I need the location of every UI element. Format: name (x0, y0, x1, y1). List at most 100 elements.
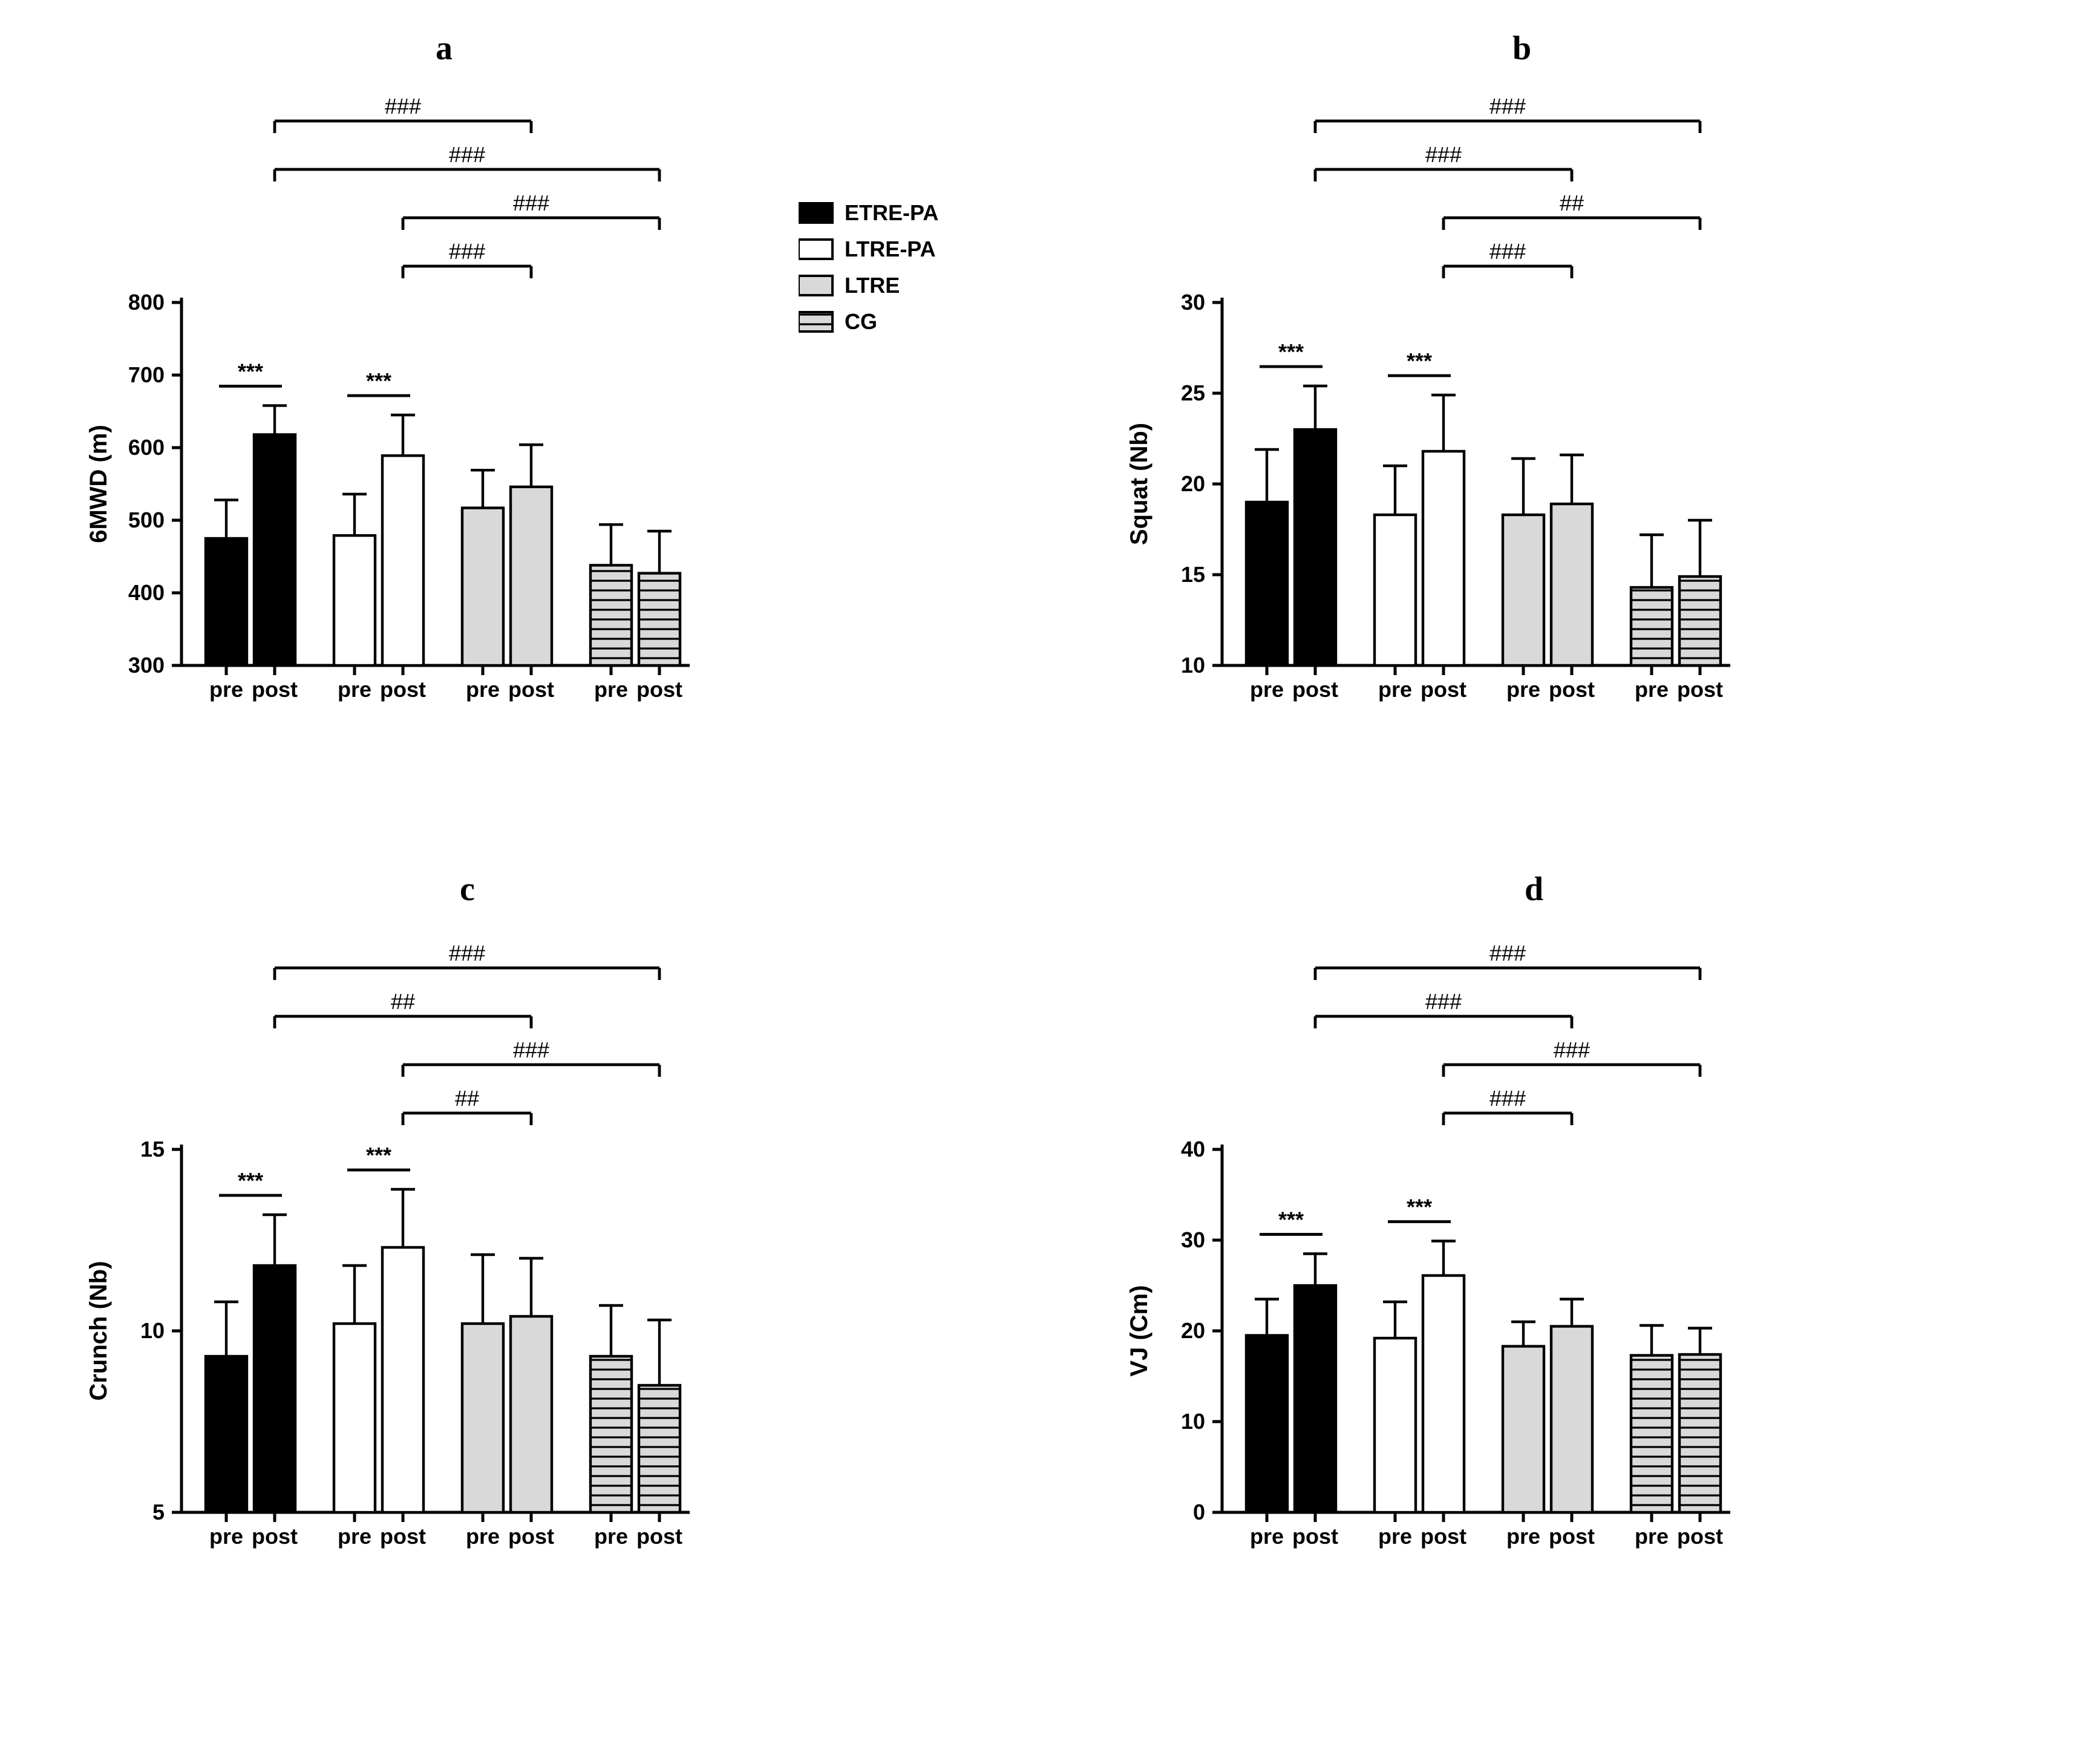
svg-text:pre: pre (1635, 1524, 1669, 1549)
svg-text:post: post (1421, 677, 1466, 702)
svg-text:pre: pre (338, 677, 371, 702)
svg-text:post: post (1292, 677, 1338, 702)
svg-text:post: post (1549, 1524, 1595, 1549)
svg-text:500: 500 (128, 508, 165, 532)
svg-text:pre: pre (594, 1524, 628, 1549)
svg-text:15: 15 (140, 1137, 165, 1161)
svg-text:pre: pre (1506, 1524, 1540, 1549)
svg-text:5: 5 (152, 1500, 165, 1524)
svg-text:10: 10 (1181, 1409, 1205, 1434)
svg-text:post: post (1677, 677, 1723, 702)
svg-text:300: 300 (128, 653, 165, 678)
svg-text:700: 700 (128, 362, 165, 387)
svg-text:pre: pre (1250, 677, 1284, 702)
svg-text:pre: pre (466, 1524, 500, 1549)
bar-CG-post (1679, 1354, 1721, 1512)
svg-text:###: ### (1489, 1086, 1526, 1111)
legend-swatch-LTRE (799, 276, 832, 295)
svg-text:600: 600 (128, 435, 165, 460)
svg-text:pre: pre (1250, 1524, 1284, 1549)
bar-ETRE-PA-pre (1246, 502, 1287, 665)
svg-text:###: ### (1425, 142, 1462, 167)
bar-LTRE-post (1551, 504, 1592, 665)
bar-ETRE-PA-pre (206, 538, 247, 665)
svg-text:***: *** (238, 359, 263, 384)
svg-text:pre: pre (1378, 677, 1412, 702)
bar-LTRE-PA-pre (334, 535, 375, 665)
legend-svg: ETRE-PALTRE-PALTRECG (799, 194, 1041, 351)
svg-text:pre: pre (1506, 677, 1540, 702)
chart-panel-d: 010203040VJ (Cm)prepostprepostprepostpre… (1125, 920, 1754, 1574)
svg-text:post: post (380, 1524, 426, 1549)
svg-text:40: 40 (1181, 1137, 1205, 1161)
svg-text:***: *** (238, 1168, 263, 1193)
chart-panel-a: 3004005006007008006MWD (m)prepostprepost… (85, 73, 714, 727)
svg-text:###: ### (513, 1037, 549, 1062)
svg-text:0: 0 (1193, 1500, 1205, 1524)
svg-text:***: *** (1407, 1195, 1432, 1220)
bar-LTRE-PA-pre (1375, 515, 1416, 665)
bar-CG-post (639, 573, 680, 665)
svg-text:pre: pre (466, 677, 500, 702)
svg-text:25: 25 (1181, 381, 1205, 405)
bar-CG-pre (590, 565, 632, 665)
bar-LTRE-PA-post (1423, 1276, 1464, 1513)
svg-text:800: 800 (128, 290, 165, 315)
bar-CG-pre (1631, 587, 1672, 665)
page: a b c d 3004005006007008006MWD (m)prepos… (0, 0, 2086, 1764)
bar-ETRE-PA-pre (206, 1356, 247, 1512)
bar-ETRE-PA-post (254, 1266, 295, 1512)
svg-text:###: ### (385, 94, 421, 119)
panel-label-a: a (436, 30, 453, 69)
chart-svg-a: 3004005006007008006MWD (m)prepostprepost… (85, 73, 714, 721)
svg-text:post: post (508, 677, 554, 702)
svg-text:###: ### (449, 941, 485, 965)
legend-label-CG: CG (845, 309, 877, 334)
bar-LTRE-PA-post (382, 456, 423, 665)
svg-text:post: post (508, 1524, 554, 1549)
svg-text:***: *** (366, 368, 391, 393)
chart-panel-c: 51015Crunch (Nb)prepostprepostprepostpre… (85, 920, 714, 1574)
svg-text:##: ## (1560, 191, 1584, 215)
svg-text:post: post (636, 677, 682, 702)
chart-svg-b: 1015202530Squat (Nb)prepostprepostprepos… (1125, 73, 1754, 721)
svg-text:30: 30 (1181, 1227, 1205, 1252)
y-axis-label: 6MWD (m) (85, 425, 112, 543)
panel-label-d: d (1525, 871, 1543, 910)
svg-text:post: post (252, 1524, 298, 1549)
bar-ETRE-PA-post (1295, 430, 1336, 665)
bar-LTRE-pre (462, 1324, 503, 1512)
bar-ETRE-PA-pre (1246, 1336, 1287, 1513)
chart-svg-d: 010203040VJ (Cm)prepostprepostprepostpre… (1125, 920, 1754, 1568)
bar-ETRE-PA-post (254, 434, 295, 665)
legend-swatch-LTRE-PA (799, 240, 832, 259)
svg-text:400: 400 (128, 580, 165, 605)
y-axis-label: Crunch (Nb) (85, 1261, 112, 1400)
svg-text:post: post (380, 677, 426, 702)
svg-text:pre: pre (594, 677, 628, 702)
bar-LTRE-PA-post (1423, 451, 1464, 665)
bar-LTRE-post (1551, 1327, 1592, 1513)
bar-LTRE-post (511, 487, 552, 665)
svg-text:pre: pre (1378, 1524, 1412, 1549)
legend-label-ETRE-PA: ETRE-PA (845, 200, 938, 225)
panel-label-b: b (1512, 30, 1531, 69)
y-axis-label: Squat (Nb) (1126, 423, 1153, 545)
bar-LTRE-post (511, 1316, 552, 1512)
svg-text:pre: pre (209, 677, 243, 702)
bar-LTRE-PA-pre (334, 1324, 375, 1512)
bar-LTRE-pre (462, 508, 503, 665)
svg-text:***: *** (1407, 348, 1432, 373)
legend-swatch-ETRE-PA (799, 203, 832, 223)
legend-swatch-CG (799, 312, 832, 332)
bar-ETRE-PA-post (1295, 1285, 1336, 1512)
bar-CG-post (1679, 577, 1721, 665)
panel-label-c: c (460, 871, 475, 910)
chart-svg-c: 51015Crunch (Nb)prepostprepostprepostpre… (85, 920, 714, 1568)
bar-LTRE-PA-post (382, 1247, 423, 1512)
svg-text:15: 15 (1181, 562, 1205, 587)
svg-text:***: *** (1278, 1207, 1304, 1232)
svg-text:10: 10 (140, 1318, 165, 1343)
svg-text:##: ## (391, 989, 415, 1014)
svg-text:###: ### (1489, 239, 1526, 264)
